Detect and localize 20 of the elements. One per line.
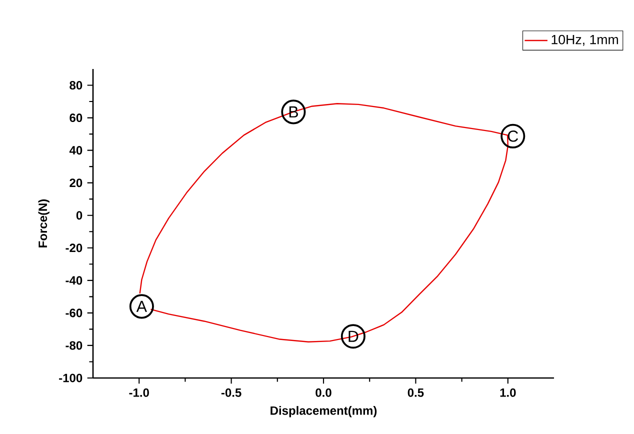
x-tick-label: 1.0: [500, 388, 516, 397]
y-tick-label: 80: [70, 81, 82, 90]
annotation: A: [136, 300, 147, 312]
x-tick-label: 0.0: [316, 388, 332, 397]
y-tick-label: 40: [69, 146, 82, 155]
y-axis-title: Force(N): [38, 199, 50, 248]
y-tick-label: -40: [66, 276, 82, 285]
x-tick-label: -0.5: [221, 388, 242, 397]
y-tick-label: 20: [70, 178, 82, 188]
y-tick-label: -20: [66, 244, 82, 252]
y-tick-label: 0: [76, 211, 82, 220]
x-axis-title: Displacement(mm): [270, 406, 377, 418]
legend-label: 10Hz, 1mm: [552, 34, 618, 46]
annotation: C: [508, 130, 518, 142]
x-tick-label: -1.0: [129, 388, 149, 397]
y-tick-label: 60: [70, 114, 82, 122]
y-tick-label: -80: [66, 341, 82, 350]
x-tick-label: 0.5: [408, 388, 424, 397]
y-tick-label: -60: [66, 308, 82, 318]
y-tick-label: -100: [59, 374, 82, 382]
